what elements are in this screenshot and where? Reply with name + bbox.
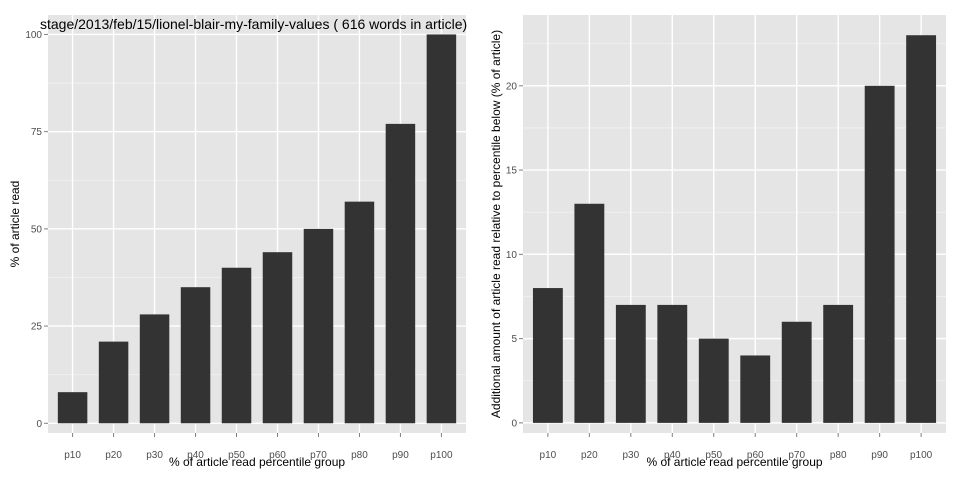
bar-p80 xyxy=(823,304,854,423)
bar-p100 xyxy=(906,35,937,423)
bar-p70 xyxy=(781,321,812,423)
bar-p90 xyxy=(385,123,416,424)
x-tick-label: p60 xyxy=(269,450,286,461)
y-tick-label: 10 xyxy=(506,250,518,261)
x-tick-label: p100 xyxy=(430,450,453,461)
bar-p30 xyxy=(139,314,170,424)
y-tick-label: 0 xyxy=(511,418,517,429)
x-tick-label: p80 xyxy=(351,450,368,461)
chart-panel-2: 0 5 10 15 20 p10 p20 p30 p40 p50 p60 p70 p80 p90 p100%… xyxy=(489,15,946,469)
y-axis-label: % of article read xyxy=(8,181,22,268)
x-tick-label: p10 xyxy=(64,450,81,461)
x-axis-label: % of article read percentile group xyxy=(169,455,345,469)
x-tick-label: p70 xyxy=(788,450,805,461)
x-tick-label: p90 xyxy=(392,450,409,461)
bar-p20 xyxy=(98,341,129,424)
x-tick-label: p50 xyxy=(705,450,722,461)
y-tick-label: 15 xyxy=(506,166,518,177)
x-tick-label: p50 xyxy=(228,450,245,461)
y-tick-label: 100 xyxy=(25,30,42,41)
x-tick-label: p70 xyxy=(310,450,327,461)
x-tick-label: p40 xyxy=(187,450,204,461)
y-tick-label: 25 xyxy=(31,322,43,333)
x-tick-label: p20 xyxy=(105,450,122,461)
bar-p20 xyxy=(574,203,605,423)
y-axis-label: Additional amount of article read relati… xyxy=(489,30,503,418)
bar-p40 xyxy=(657,304,688,423)
x-axis-label: % of article read percentile group xyxy=(646,455,822,469)
x-tick-label: p30 xyxy=(146,450,163,461)
bar-p10 xyxy=(57,392,88,424)
bar-p80 xyxy=(344,201,375,424)
bar-p100 xyxy=(426,34,457,424)
chart-title: stage/2013/feb/15/lionel-blair-my-family… xyxy=(40,16,467,32)
bar-p10 xyxy=(532,288,563,423)
bar-p70 xyxy=(303,228,334,424)
bar-p30 xyxy=(615,304,646,423)
x-tick-label: p100 xyxy=(910,450,933,461)
x-tick-label: p90 xyxy=(871,450,888,461)
bar-p60 xyxy=(262,252,293,424)
bar-p50 xyxy=(221,267,252,424)
x-tick-label: p20 xyxy=(581,450,598,461)
y-tick-label: 75 xyxy=(31,127,43,138)
y-tick-label: 50 xyxy=(31,224,43,235)
y-tick-label: 5 xyxy=(511,334,517,345)
chart-panel-1: 0 25 50 75 100 p10 p20 p30 p40 p50 p60 p70 p80 p90 p10… xyxy=(8,15,467,469)
x-tick-label: p60 xyxy=(747,450,764,461)
x-tick-label: p10 xyxy=(540,450,557,461)
bar-p40 xyxy=(180,287,211,424)
x-tick-label: p40 xyxy=(664,450,681,461)
bar-p60 xyxy=(740,355,771,423)
x-tick-label: p80 xyxy=(830,450,847,461)
x-tick-label: p30 xyxy=(622,450,639,461)
y-tick-label: 0 xyxy=(36,419,42,430)
bar-p50 xyxy=(698,338,729,423)
bar-p90 xyxy=(864,85,895,423)
y-tick-label: 20 xyxy=(506,81,518,92)
